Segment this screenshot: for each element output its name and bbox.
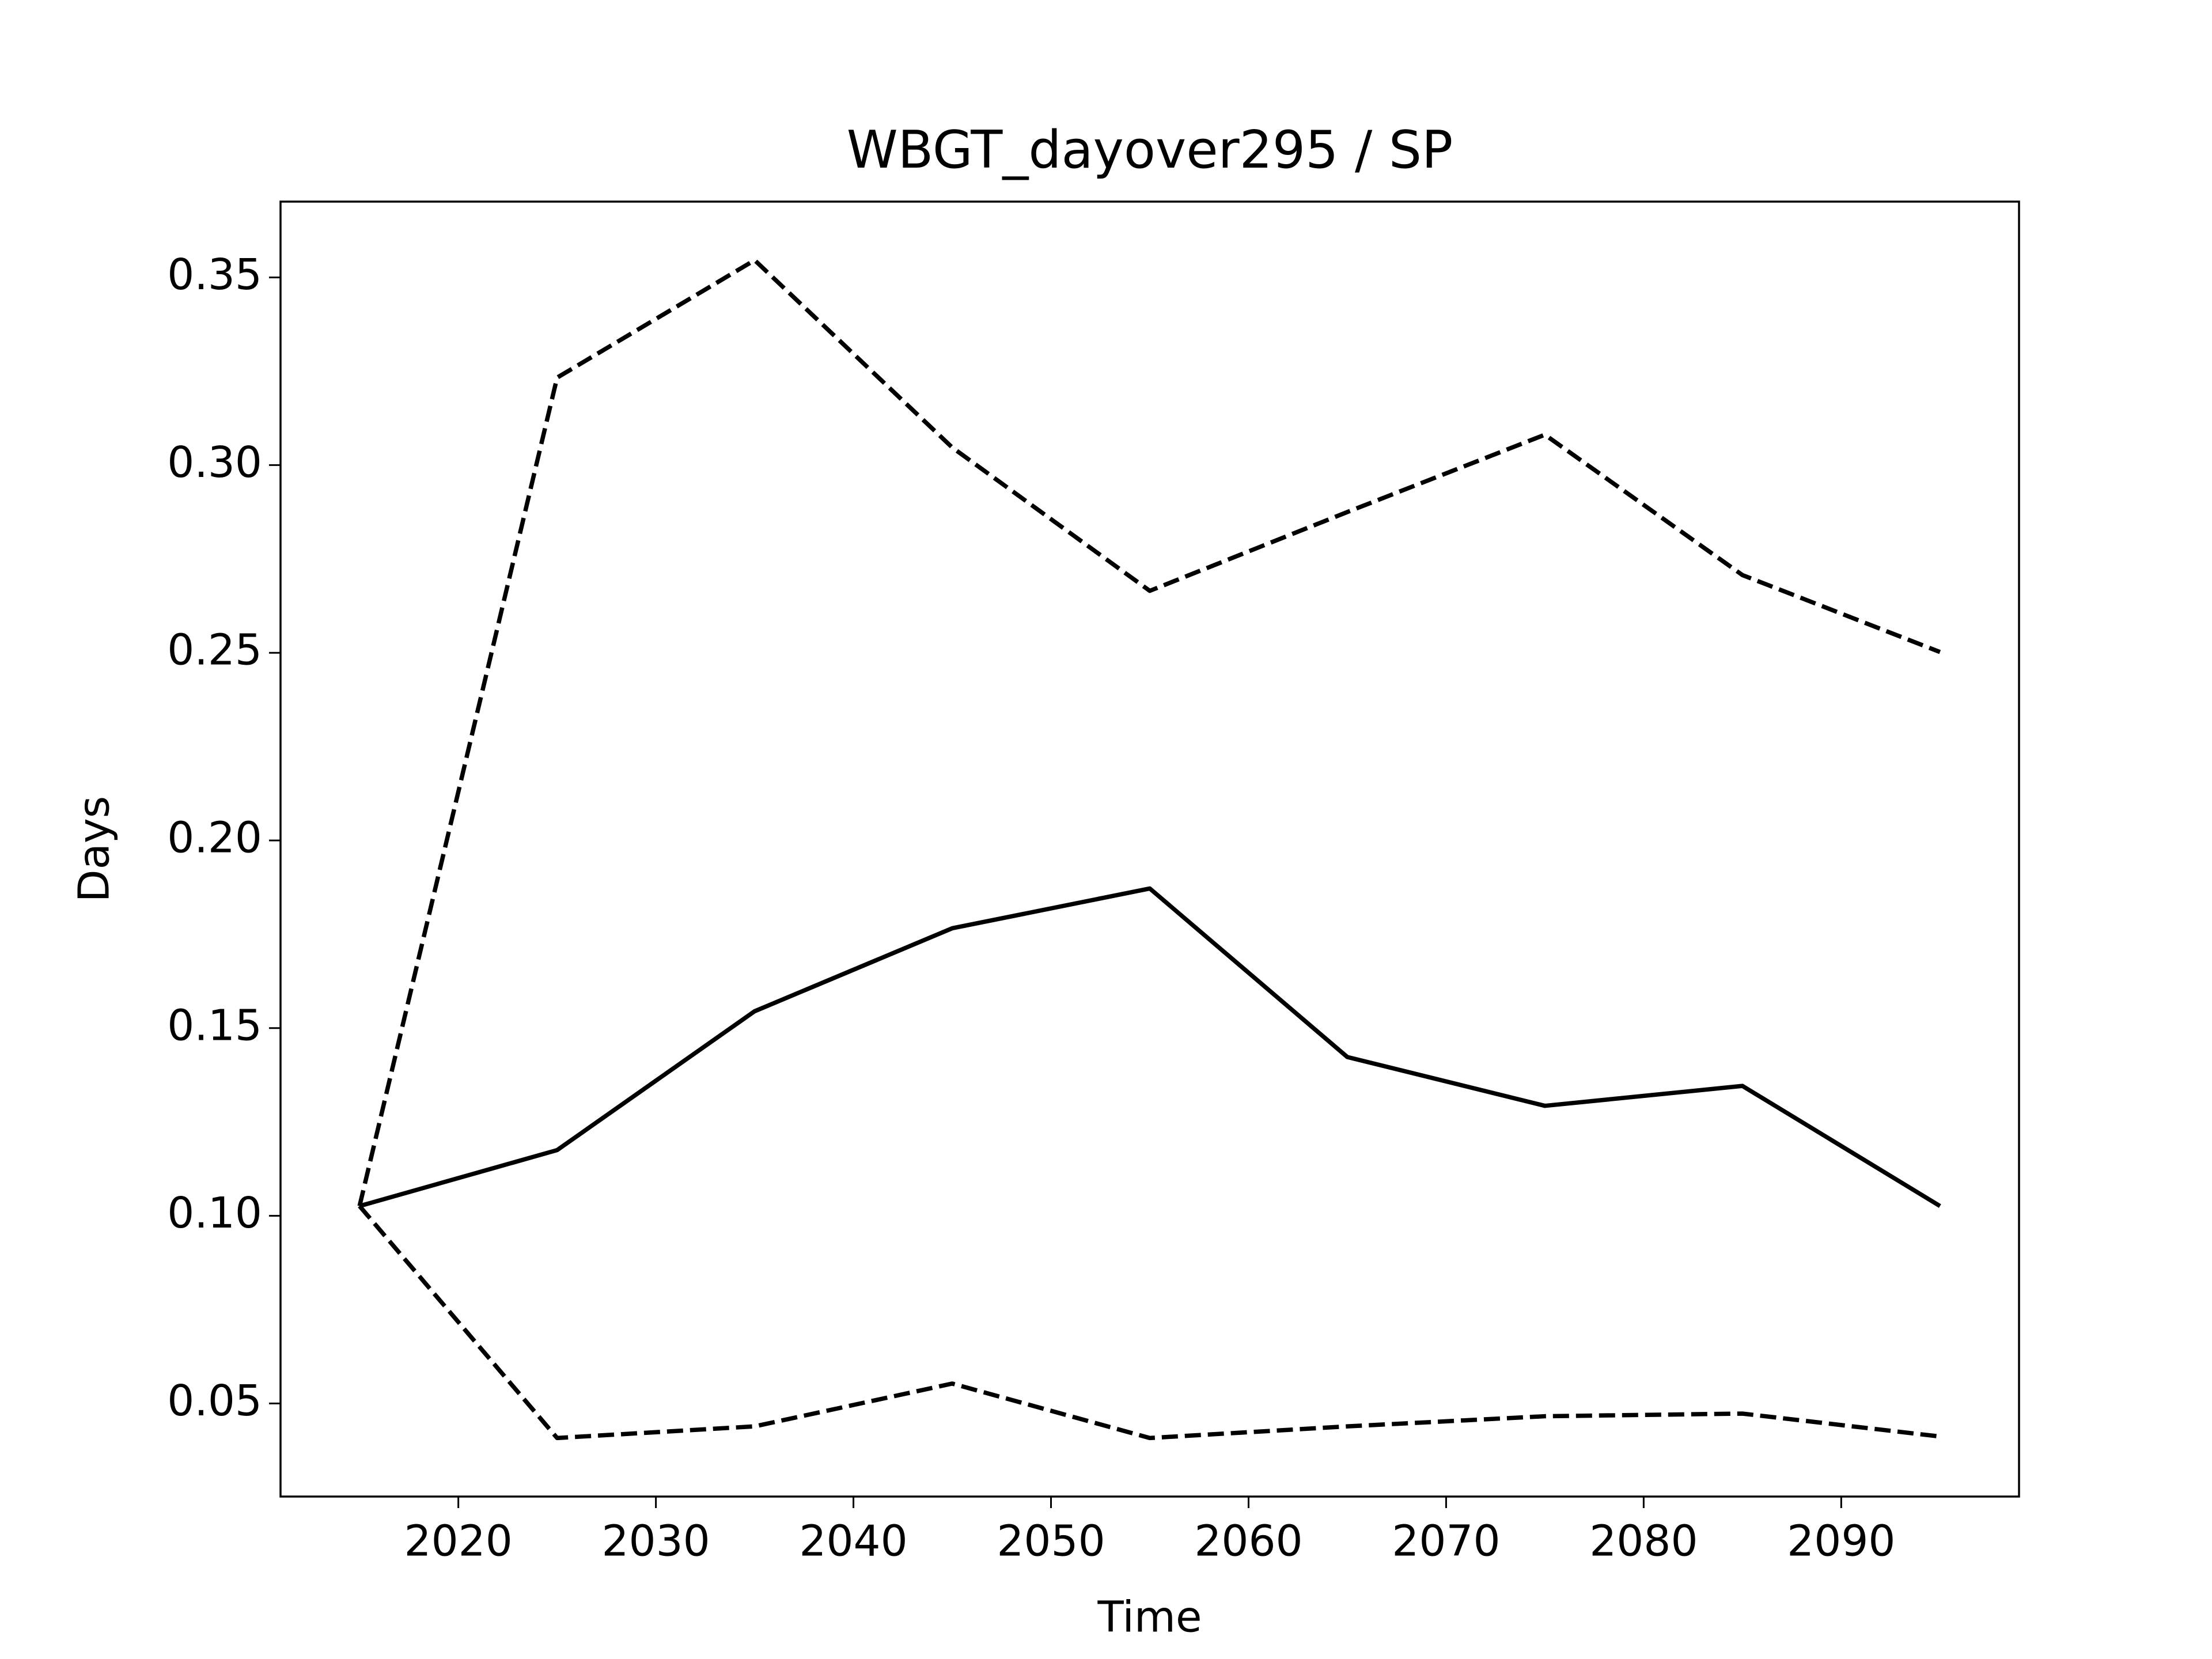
x-tick-label: 2050 bbox=[997, 1517, 1105, 1566]
line-series bbox=[358, 1205, 1941, 1441]
x-tick-label: 2070 bbox=[1392, 1517, 1500, 1566]
x-tick-label: 2020 bbox=[404, 1517, 512, 1566]
x-tick-label: 2030 bbox=[601, 1517, 710, 1566]
y-tick-label: 0.05 bbox=[167, 1376, 262, 1426]
y-tick-label: 0.20 bbox=[167, 813, 262, 863]
line-series bbox=[359, 886, 1941, 1209]
y-tick-label: 0.15 bbox=[167, 1001, 262, 1050]
y-tick-label: 0.25 bbox=[167, 626, 262, 675]
x-tick-label: 2090 bbox=[1787, 1517, 1895, 1566]
x-tick-label: 2040 bbox=[799, 1517, 907, 1566]
y-tick-label: 0.30 bbox=[167, 438, 262, 487]
x-axis-label: Time bbox=[1097, 1593, 1202, 1642]
y-tick-label: 0.10 bbox=[167, 1188, 262, 1238]
plot-frame bbox=[279, 200, 2020, 1498]
y-tick-label: 0.35 bbox=[167, 250, 262, 300]
y-axis-label: Days bbox=[70, 796, 119, 903]
x-tick-label: 2080 bbox=[1589, 1517, 1698, 1566]
chart-title: WBGT_dayover295 / SP bbox=[847, 120, 1453, 180]
line-series bbox=[357, 257, 1941, 1207]
x-tick-label: 2060 bbox=[1194, 1517, 1302, 1566]
